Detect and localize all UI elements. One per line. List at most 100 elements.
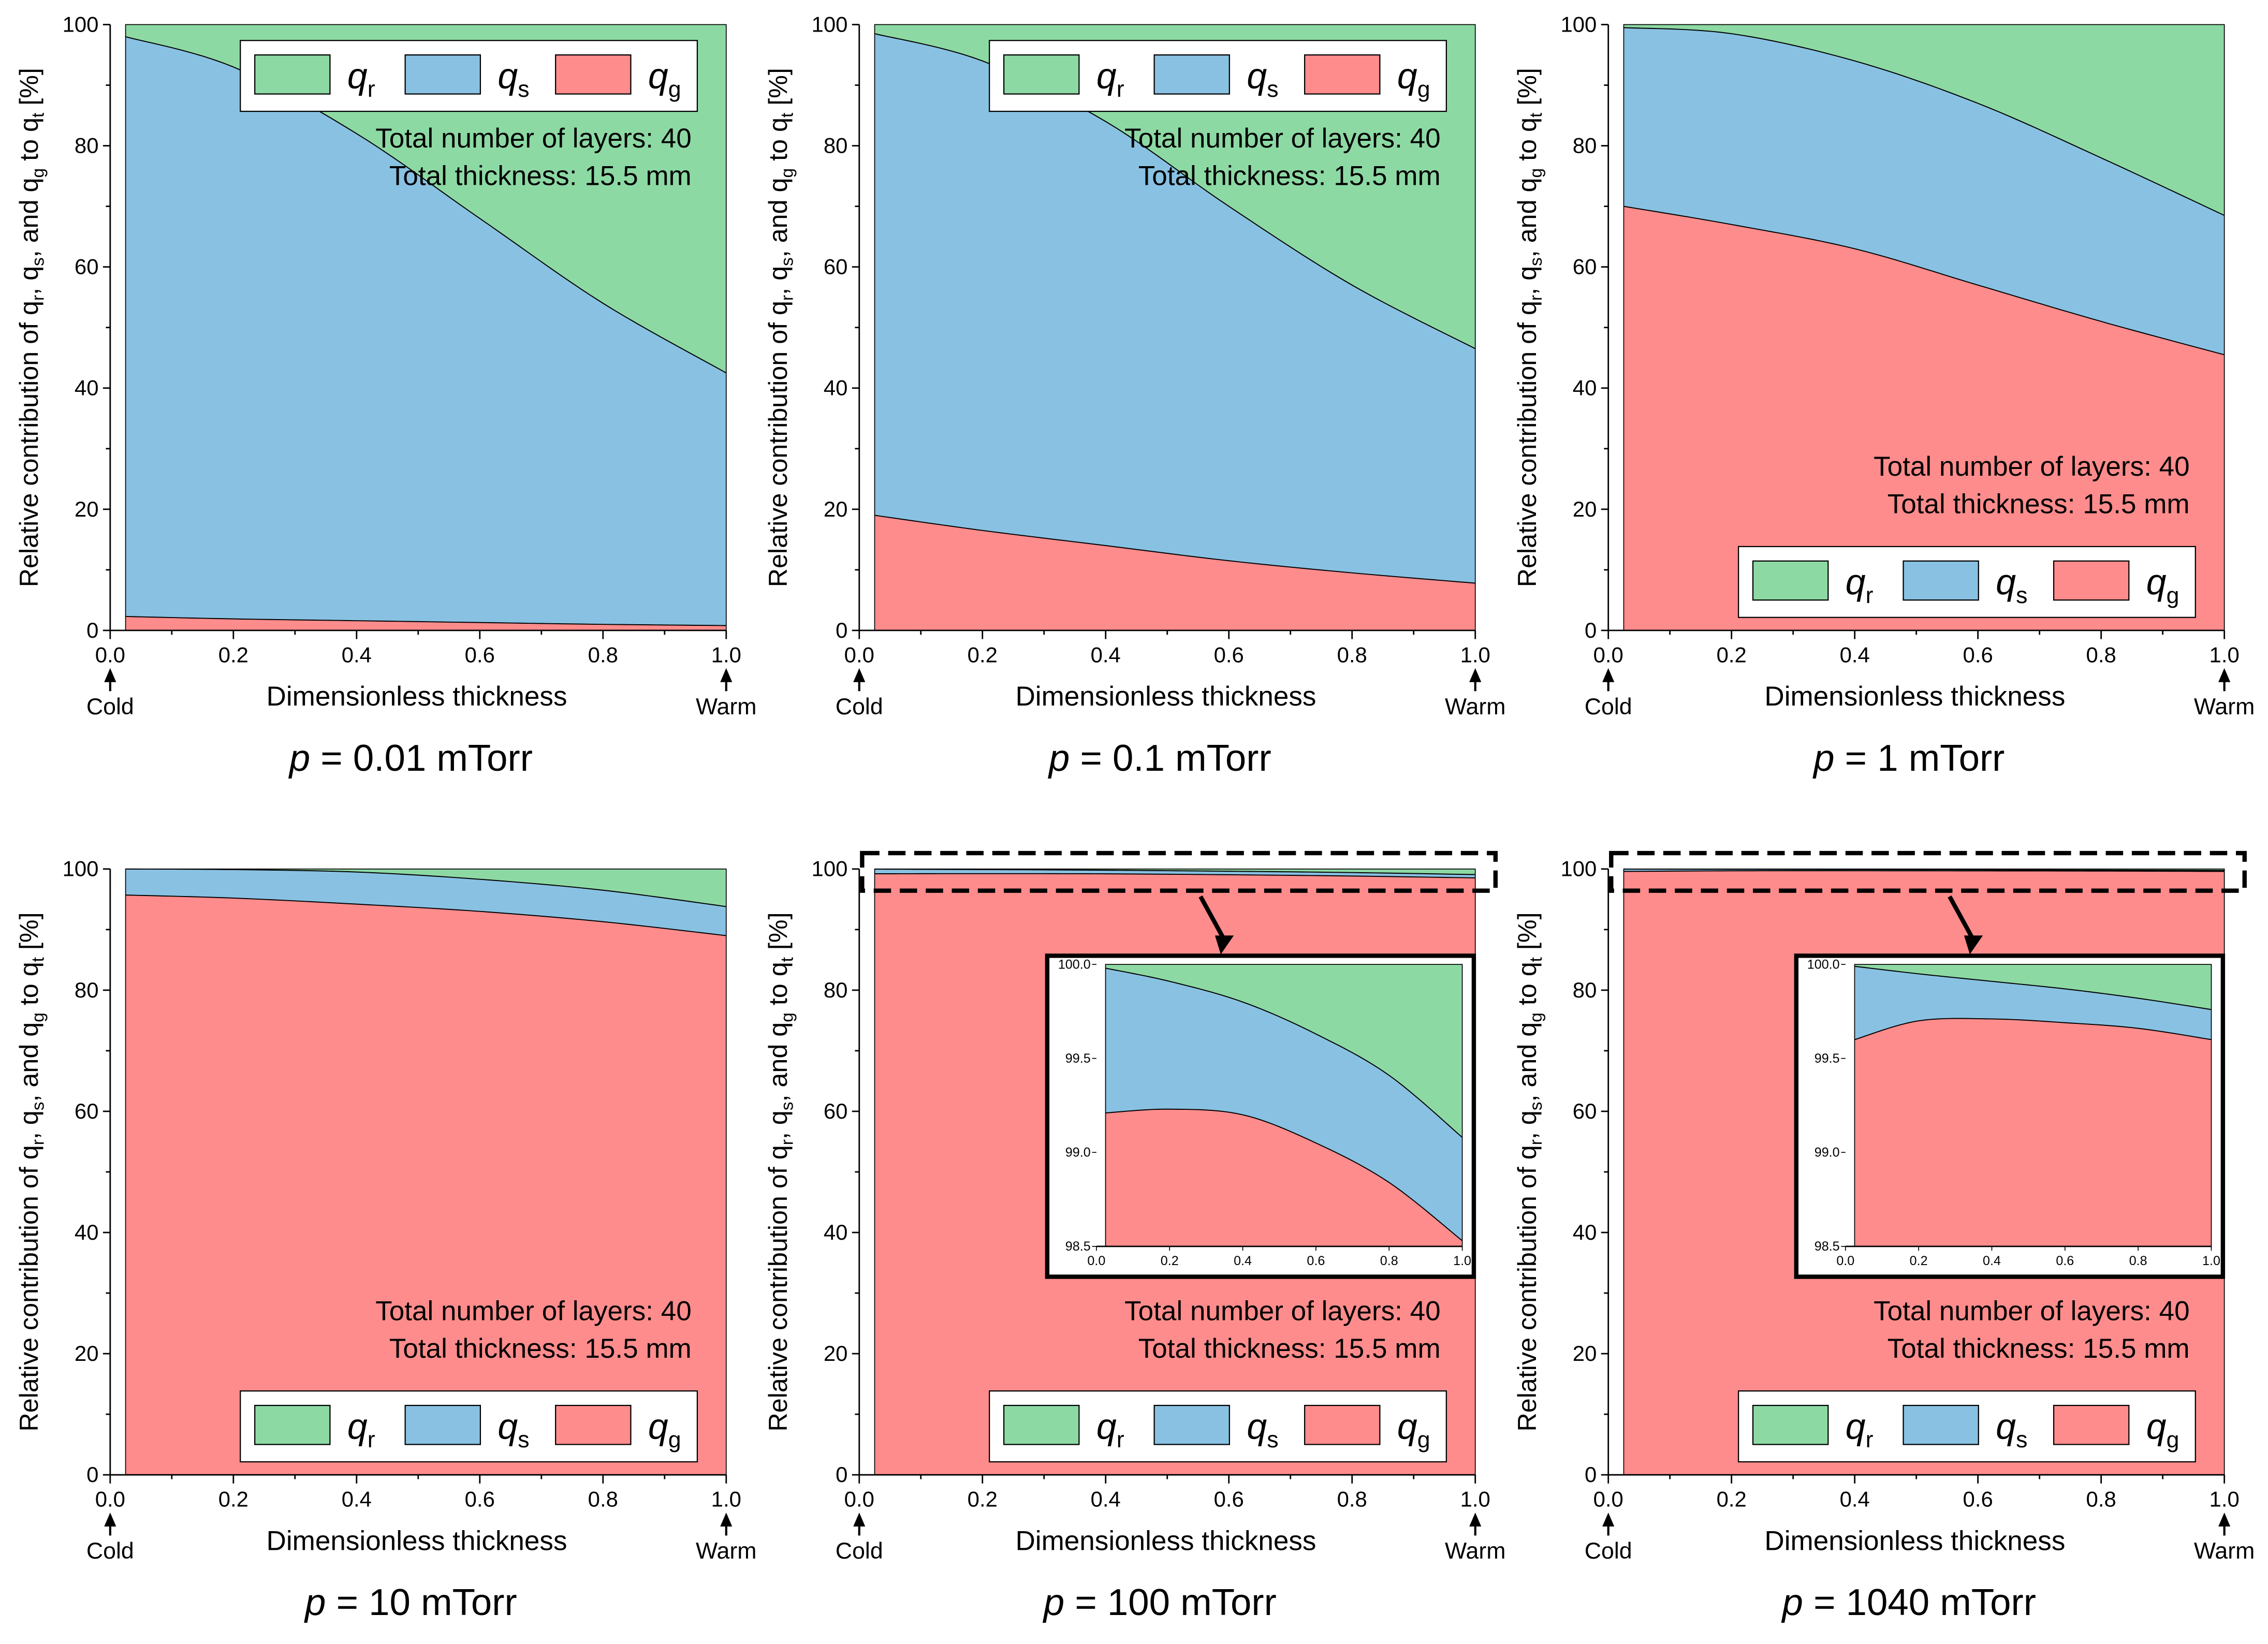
subscript: s <box>778 1102 797 1110</box>
label-part: to q <box>763 962 793 1012</box>
x-tick-label: 0.8 <box>588 1487 618 1511</box>
cold-label: Cold <box>86 1538 134 1564</box>
x-tick-label: 0.4 <box>342 1487 372 1511</box>
y-tick-label: 100 <box>812 857 848 881</box>
x-tick-label: 0.2 <box>218 642 248 667</box>
label-part: to q <box>1512 962 1542 1012</box>
legend-label-q_r: qr <box>1096 1406 1124 1452</box>
title-text: = 0.1 mTorr <box>1070 737 1271 779</box>
chart-panel-2: 0.0 0.2 0.4 0.6 0.8 1.0 0 20 40 60 80 100 Cold Warm Di… <box>763 12 1505 779</box>
x-tick-label: 0.6 <box>1214 642 1244 667</box>
arrow-up-icon <box>2218 1513 2231 1536</box>
title-variable: p <box>1812 737 1834 779</box>
chart-panel-1: 0.0 0.2 0.4 0.6 0.8 1.0 0 20 40 60 80 100 Cold Warm Di… <box>14 12 756 779</box>
inset-chart: 0.0 0.2 0.4 0.6 0.8 1.0 98.5 99.0 99.5 100.0 <box>1794 953 2226 1279</box>
legend-sub: r <box>368 77 375 102</box>
x-tick-label: 1.0 <box>2210 1487 2240 1511</box>
boundary-line-qs <box>1854 965 2212 1010</box>
title-text: = 1040 mTorr <box>1803 1581 2036 1623</box>
legend-label-q_g: qg <box>1397 55 1430 102</box>
inset-x-tick-label: 1.0 <box>1453 1254 1471 1268</box>
legend-sub: g <box>2167 583 2179 608</box>
area-q_s <box>125 36 726 626</box>
legend-swatch-q_s <box>1903 1404 1979 1445</box>
warm-label: Warm <box>2194 694 2255 720</box>
y-tick-label: 60 <box>75 1099 99 1123</box>
legend-q: q <box>648 55 668 96</box>
label-part: to q <box>14 118 43 168</box>
legend-q: q <box>498 1406 518 1446</box>
legend-sub: s <box>518 77 529 102</box>
y-tick-label: 0 <box>1585 618 1597 642</box>
y-tick-label: 20 <box>824 497 848 521</box>
label-part: [%] <box>763 68 793 113</box>
chart-panel-4: 0.0 0.2 0.4 0.6 0.8 1.0 0 20 40 60 80 100 Cold Warm Di… <box>14 857 756 1623</box>
legend-q: q <box>1996 562 2016 602</box>
zoom-region-box <box>1609 850 2247 893</box>
subscript: t <box>1527 112 1546 118</box>
label-part: , q <box>1512 266 1542 295</box>
x-tick-label: 0.0 <box>95 642 125 667</box>
legend-label-q_s: qs <box>498 1406 529 1452</box>
boundary-line-qg <box>874 515 1475 584</box>
label-part: Relative contribution of q <box>14 1145 43 1431</box>
x-axis-label: Dimensionless thickness <box>1015 1525 1316 1556</box>
subscript: t <box>28 957 48 962</box>
warm-label: Warm <box>2194 1538 2255 1564</box>
x-tick-label: 0.8 <box>2086 642 2116 667</box>
label-part: , and q <box>14 178 43 257</box>
y-tick-label: 100 <box>1560 12 1597 36</box>
legend-q: q <box>2146 1406 2167 1446</box>
subscript: s <box>1527 1102 1546 1110</box>
x-tick-label: 0.2 <box>1717 642 1747 667</box>
inset-y-tick-label: 100.0 <box>1807 958 1840 972</box>
y-tick-label: 0 <box>1585 1462 1597 1487</box>
subscript: r <box>1527 1139 1546 1145</box>
y-tick-label: 20 <box>75 497 99 521</box>
label-part: Relative contribution of q <box>763 301 793 587</box>
label-part: to q <box>14 962 43 1012</box>
legend-q: q <box>498 55 518 96</box>
warm-label: Warm <box>696 694 756 720</box>
x-tick-label: 0.6 <box>465 1487 495 1511</box>
legend-swatch-q_r <box>1003 54 1080 95</box>
x-tick-label: 0.8 <box>2086 1487 2116 1511</box>
area-q_s <box>874 34 1475 583</box>
arrow-up-icon <box>853 668 866 692</box>
panel-title: p = 10 mTorr <box>304 1581 517 1623</box>
label-part: , q <box>763 266 793 295</box>
boundary-line-qg <box>1105 1108 1463 1241</box>
y-tick-label: 80 <box>75 134 99 158</box>
y-tick-label: 60 <box>824 255 848 279</box>
x-axis-label: Dimensionless thickness <box>267 681 567 712</box>
legend-q: q <box>347 55 368 96</box>
title-text: = 10 mTorr <box>326 1581 517 1623</box>
legend-swatch-q_r <box>1003 1404 1080 1445</box>
x-tick-label: 1.0 <box>711 1487 741 1511</box>
title-variable: p <box>1048 737 1070 779</box>
arrow-up-icon <box>1602 668 1615 692</box>
legend-label-q_g: qg <box>1397 1406 1430 1452</box>
legend-sub: g <box>1417 77 1430 102</box>
label-part: to q <box>1512 118 1542 168</box>
cold-label: Cold <box>86 694 134 720</box>
legend-q: q <box>1096 1406 1117 1446</box>
y-tick-label: 40 <box>75 1220 99 1244</box>
legend-swatch-q_r <box>1752 1404 1829 1445</box>
legend-swatch-q_r <box>1752 560 1829 601</box>
label-part: [%] <box>763 912 793 957</box>
arrow-line <box>1948 895 1977 943</box>
subscript: s <box>28 1102 48 1110</box>
legend-label-q_s: qs <box>1996 1406 2027 1452</box>
y-tick-label: 100 <box>812 12 848 36</box>
legend-swatch-q_r <box>254 1404 331 1445</box>
legend-sub: g <box>2167 1427 2179 1452</box>
boundary-line-qs <box>1623 27 2225 216</box>
inset-y-tick-label: 98.5 <box>1815 1239 1840 1254</box>
chart-panel-6: 0.0 0.2 0.4 0.6 0.8 1.0 0 20 40 60 80 100 Cold Warm Di… <box>1512 850 2255 1623</box>
x-tick-label: 0.8 <box>588 642 618 667</box>
annotation-text: Total thickness: 15.5 mm <box>389 161 692 192</box>
inset-y-tick-label: 98.5 <box>1065 1239 1091 1254</box>
subscript: g <box>28 168 48 178</box>
arrow-up-icon <box>853 1513 866 1536</box>
